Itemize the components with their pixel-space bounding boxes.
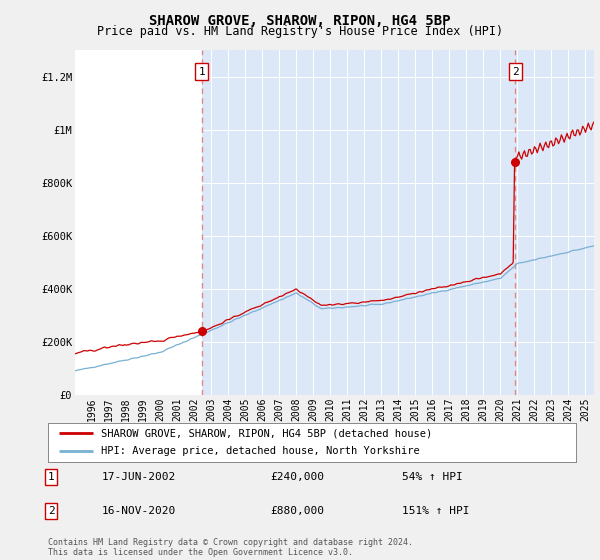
- Text: 2: 2: [512, 67, 518, 77]
- Text: SHAROW GROVE, SHAROW, RIPON, HG4 5BP (detached house): SHAROW GROVE, SHAROW, RIPON, HG4 5BP (de…: [101, 428, 432, 438]
- Text: 16-NOV-2020: 16-NOV-2020: [102, 506, 176, 516]
- Text: 1: 1: [47, 472, 55, 482]
- Text: Price paid vs. HM Land Registry's House Price Index (HPI): Price paid vs. HM Land Registry's House …: [97, 25, 503, 38]
- Text: 54% ↑ HPI: 54% ↑ HPI: [402, 472, 463, 482]
- Text: 17-JUN-2002: 17-JUN-2002: [102, 472, 176, 482]
- Text: Contains HM Land Registry data © Crown copyright and database right 2024.
This d: Contains HM Land Registry data © Crown c…: [48, 538, 413, 557]
- Text: £880,000: £880,000: [270, 506, 324, 516]
- Bar: [202, 50, 594, 395]
- Text: £240,000: £240,000: [270, 472, 324, 482]
- Text: SHAROW GROVE, SHAROW, RIPON, HG4 5BP: SHAROW GROVE, SHAROW, RIPON, HG4 5BP: [149, 14, 451, 28]
- Text: 2: 2: [47, 506, 55, 516]
- Text: 1: 1: [199, 67, 205, 77]
- Text: HPI: Average price, detached house, North Yorkshire: HPI: Average price, detached house, Nort…: [101, 446, 419, 456]
- Text: 151% ↑ HPI: 151% ↑ HPI: [402, 506, 470, 516]
